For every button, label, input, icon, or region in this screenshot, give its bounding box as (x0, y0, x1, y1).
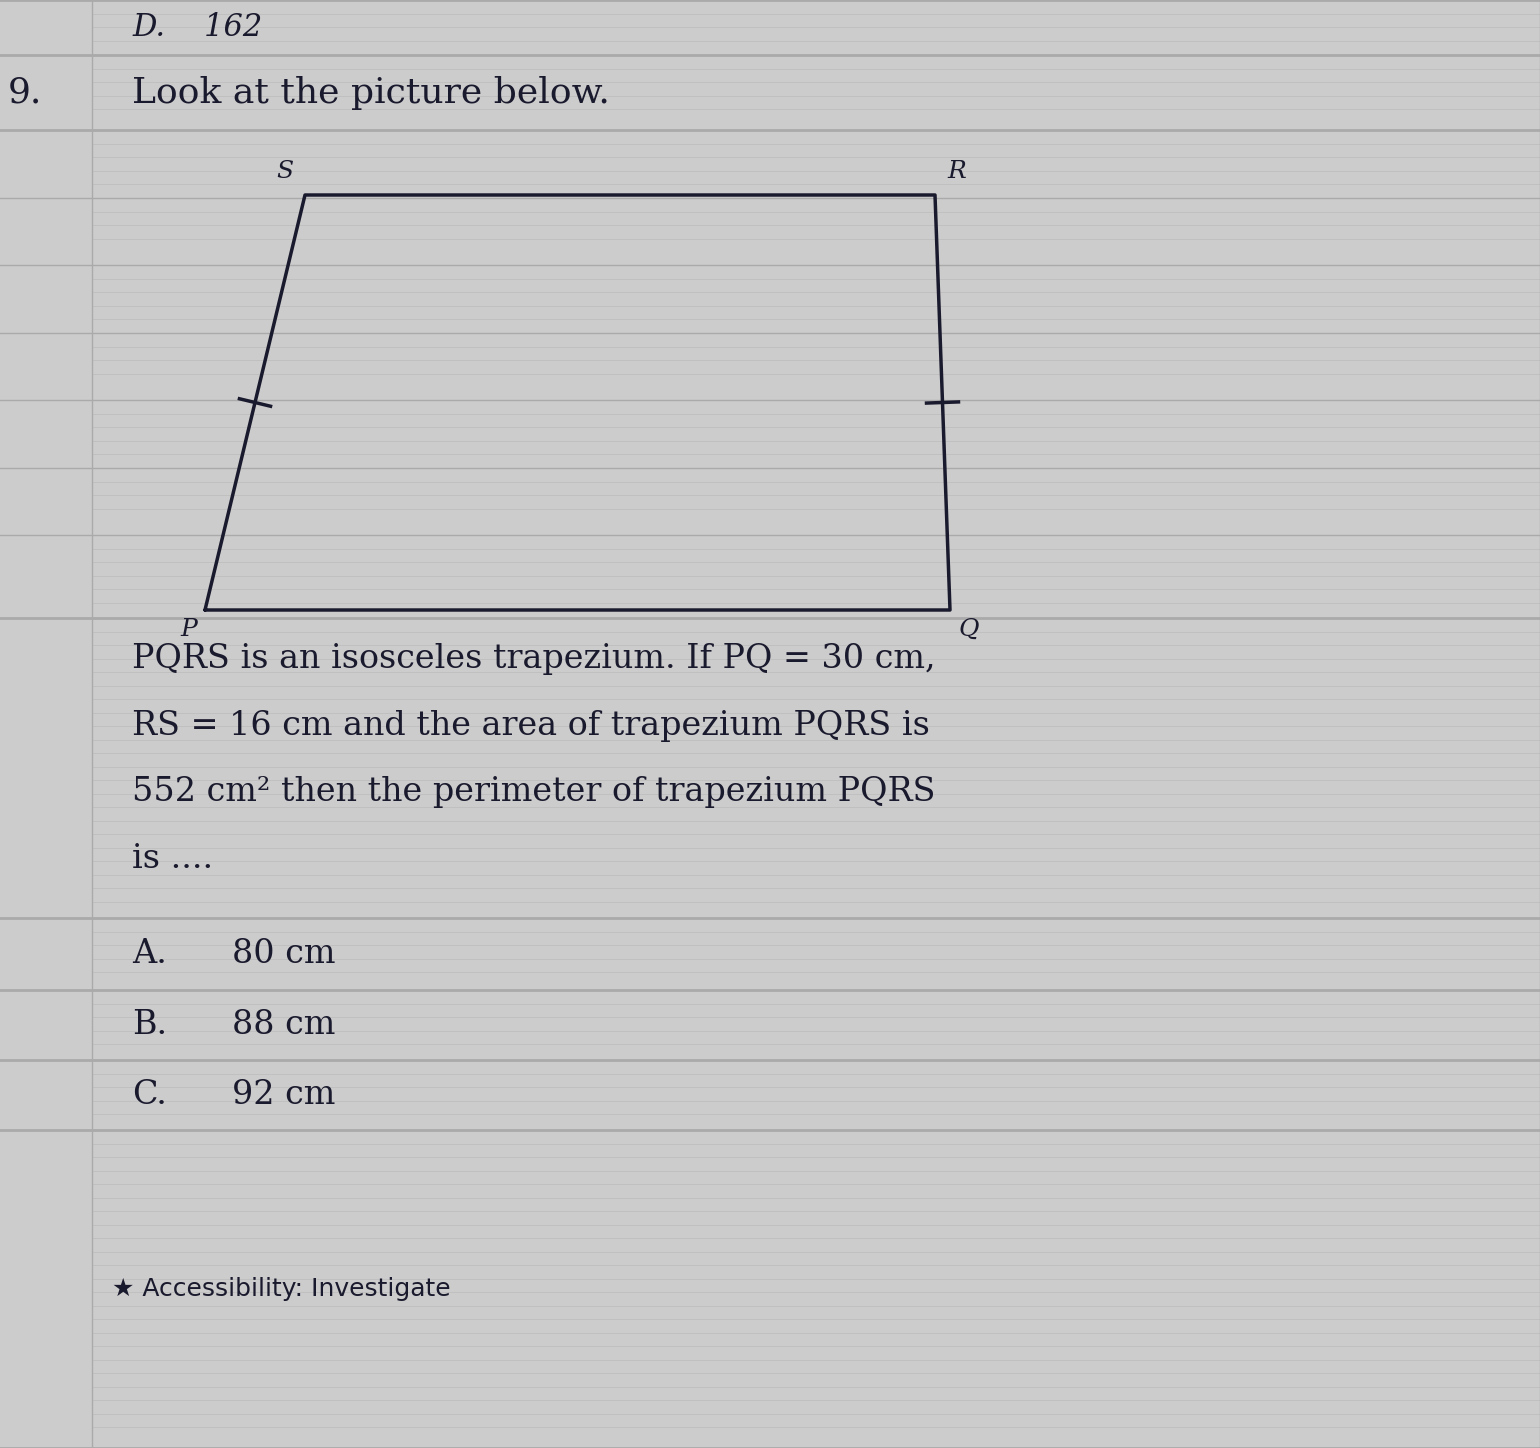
Text: C.: C. (132, 1079, 166, 1111)
Text: 88 cm: 88 cm (233, 1009, 336, 1041)
Text: is ....: is .... (132, 843, 213, 875)
Text: R: R (947, 159, 966, 182)
Text: B.: B. (132, 1009, 168, 1041)
Text: Look at the picture below.: Look at the picture below. (132, 75, 610, 110)
Text: ★ Accessibility: Investigate: ★ Accessibility: Investigate (112, 1277, 451, 1300)
Text: 552 cm² then the perimeter of trapezium PQRS: 552 cm² then the perimeter of trapezium … (132, 776, 935, 808)
Text: 92 cm: 92 cm (233, 1079, 336, 1111)
Text: Q: Q (958, 618, 978, 641)
Text: P: P (180, 618, 197, 641)
Text: PQRS is an isosceles trapezium. If PQ = 30 cm,: PQRS is an isosceles trapezium. If PQ = … (132, 643, 935, 675)
Text: A.: A. (132, 938, 166, 970)
Text: S: S (276, 159, 293, 182)
Text: D.    162: D. 162 (132, 12, 262, 43)
Text: 9.: 9. (8, 75, 43, 110)
Text: RS = 16 cm and the area of trapezium PQRS is: RS = 16 cm and the area of trapezium PQR… (132, 710, 930, 741)
Text: 80 cm: 80 cm (233, 938, 336, 970)
